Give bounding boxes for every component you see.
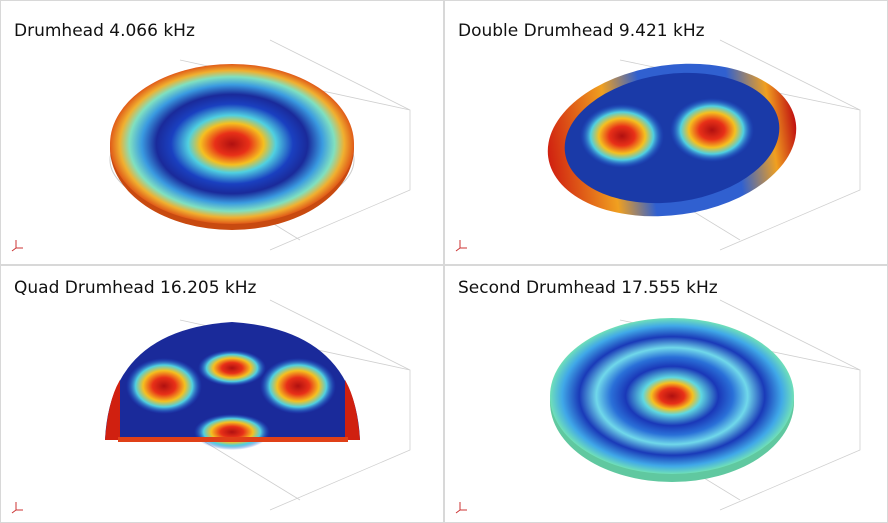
panel-title: Drumhead 4.066 kHz	[14, 21, 195, 41]
panel-title: Quad Drumhead 16.205 kHz	[14, 278, 257, 298]
mode-edge	[118, 437, 348, 442]
mode-surface	[110, 64, 354, 224]
axis-icon	[455, 502, 467, 514]
panel-title: Double Drumhead 9.421 kHz	[458, 21, 705, 41]
mode-surface	[550, 318, 794, 474]
axis-icons	[11, 240, 467, 514]
mode-lobe	[194, 414, 270, 450]
axis-icon	[11, 502, 23, 514]
plot	[550, 299, 861, 511]
plot	[109, 39, 411, 251]
mode-lobe	[126, 358, 202, 414]
plot	[547, 39, 861, 251]
mode-lobe	[670, 98, 754, 162]
axis-icon	[455, 240, 467, 252]
axis-icon	[11, 240, 23, 252]
mode-lobe	[580, 104, 664, 168]
mode-lobe	[260, 358, 336, 414]
plot	[105, 299, 411, 511]
panel-title: Second Drumhead 17.555 kHz	[458, 278, 718, 298]
mode-lobe	[198, 350, 266, 386]
